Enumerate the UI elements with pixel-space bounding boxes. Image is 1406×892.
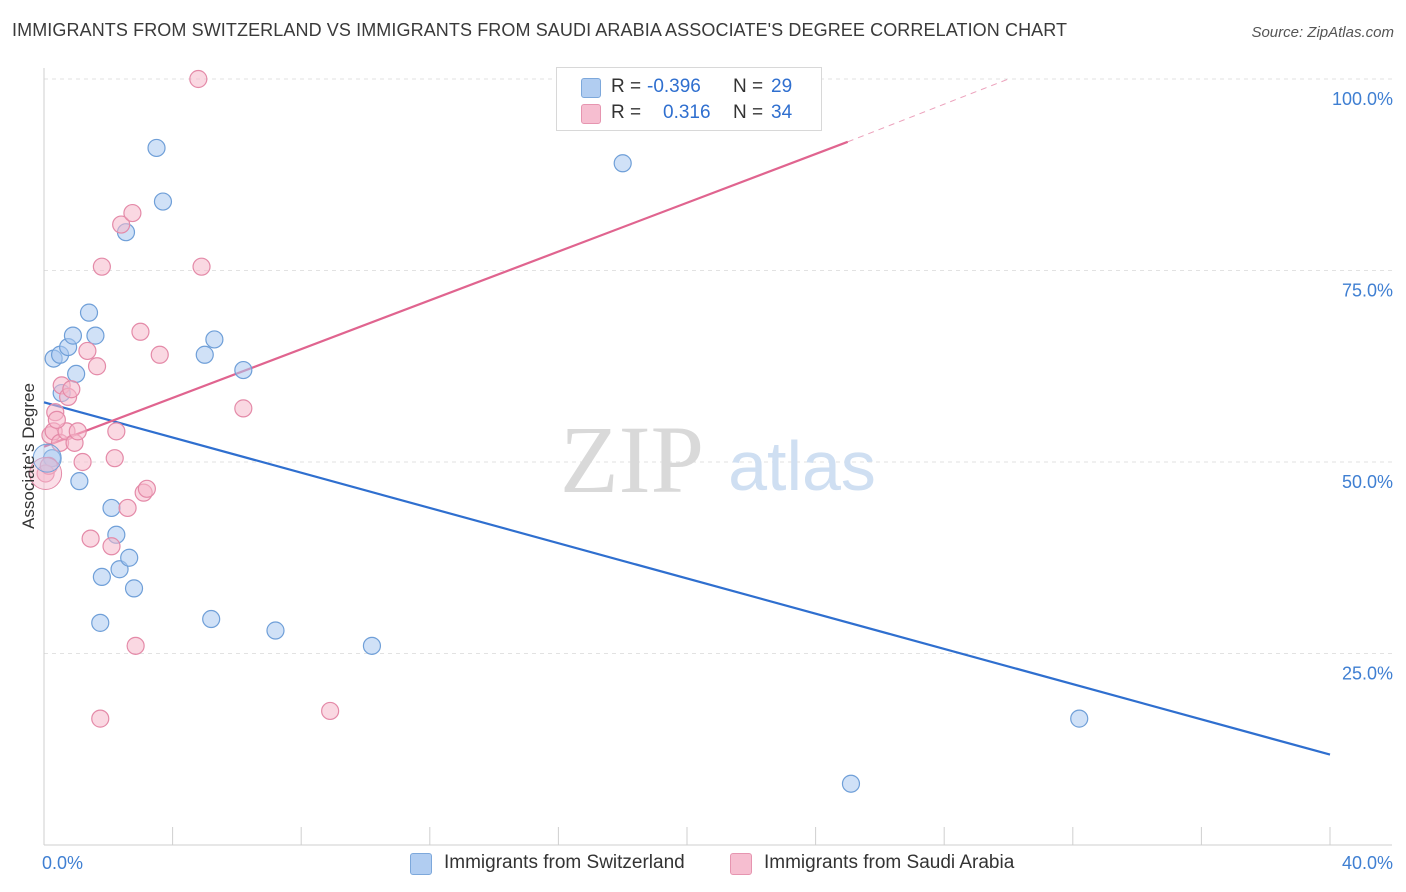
y-tick-label: 100.0%	[1332, 89, 1393, 109]
chart-title: IMMIGRANTS FROM SWITZERLAND VS IMMIGRANT…	[12, 20, 1068, 40]
trend-line-saudi-arabia-extension	[847, 78, 1009, 143]
point-switzerland	[153, 192, 173, 211]
point-saudi-arabia	[189, 69, 208, 89]
point-saudi-arabia	[81, 529, 100, 548]
legend-n-value-saudi-arabia: 34	[771, 102, 793, 123]
legend-swatch-switzerland	[581, 78, 601, 98]
point-saudi-arabia	[118, 498, 137, 518]
bottom-legend-swatch-switzerland	[410, 853, 432, 875]
point-saudi-arabia	[73, 452, 92, 472]
watermark-zip: ZIP	[560, 406, 704, 513]
point-saudi-arabia	[150, 345, 169, 364]
point-switzerland	[202, 609, 221, 629]
point-switzerland	[195, 345, 214, 364]
bottom-legend-label-switzerland: Immigrants from Switzerland	[444, 852, 685, 873]
watermark-atlas: atlas	[728, 427, 876, 505]
point-switzerland	[1070, 709, 1089, 728]
point-switzerland	[266, 621, 285, 640]
source-label: Source: ZipAtlas.com	[1251, 24, 1394, 41]
x-tick-label-max: 40.0%	[1342, 853, 1393, 873]
axes: 0.0% 40.0%	[42, 68, 1393, 873]
point-switzerland	[124, 579, 144, 598]
point-saudi-arabia	[78, 341, 97, 361]
y-axis-label: Associate's Degree	[19, 383, 38, 529]
point-switzerland	[147, 138, 166, 158]
trend-line-saudi-arabia	[43, 140, 849, 448]
point-switzerland-large	[32, 443, 62, 473]
point-saudi-arabia	[131, 322, 150, 341]
trend-lines	[43, 78, 1331, 756]
point-switzerland	[362, 636, 382, 655]
point-saudi-arabia	[234, 399, 253, 418]
point-switzerland	[63, 326, 83, 345]
gridlines: 25.0% 50.0% 75.0% 100.0%	[44, 78, 1393, 684]
point-switzerland	[120, 548, 139, 567]
legend-n-label: N =	[733, 76, 764, 97]
point-saudi-arabia	[107, 422, 126, 441]
legend-r-label: R =	[611, 102, 642, 123]
point-switzerland	[613, 154, 632, 173]
point-saudi-arabia	[126, 636, 145, 655]
point-switzerland	[86, 326, 105, 345]
point-switzerland	[91, 613, 110, 632]
point-switzerland	[102, 498, 121, 518]
point-switzerland	[841, 774, 861, 793]
legend-r-value-switzerland: -0.396	[647, 76, 701, 97]
point-saudi-arabia-large	[29, 456, 63, 490]
point-saudi-arabia	[321, 701, 340, 721]
point-saudi-arabia	[87, 357, 107, 376]
point-saudi-arabia	[47, 410, 66, 429]
trend-line-switzerland	[43, 401, 1331, 756]
point-saudi-arabia	[112, 215, 131, 234]
x-tick-label-min: 0.0%	[42, 853, 83, 873]
point-saudi-arabia	[192, 257, 211, 276]
point-switzerland	[234, 360, 253, 380]
point-saudi-arabia	[105, 449, 124, 468]
legend-n-value-switzerland: 29	[771, 76, 793, 97]
y-tick-label: 75.0%	[1342, 281, 1393, 301]
point-saudi-arabia	[123, 203, 142, 223]
legend-box: R = -0.396 N = 29 R = 0.316 N = 34	[556, 67, 822, 131]
point-switzerland	[79, 303, 99, 322]
point-saudi-arabia	[92, 257, 111, 276]
point-switzerland	[92, 567, 111, 587]
point-switzerland	[70, 472, 89, 491]
point-saudi-arabia	[68, 422, 87, 441]
legend-n-label: N =	[733, 102, 764, 123]
y-tick-label: 25.0%	[1342, 664, 1393, 684]
bottom-legend-label-saudi-arabia: Immigrants from Saudi Arabia	[764, 852, 1015, 873]
point-saudi-arabia	[91, 709, 110, 728]
data-points	[29, 69, 1089, 793]
point-switzerland	[205, 330, 224, 349]
point-saudi-arabia	[62, 380, 81, 399]
watermark: ZIP atlas	[560, 406, 876, 513]
legend-r-value-saudi-arabia: 0.316	[663, 102, 711, 123]
legend-swatch-saudi-arabia	[581, 104, 601, 124]
point-saudi-arabia	[102, 537, 121, 556]
legend-r-label: R =	[611, 76, 642, 97]
point-saudi-arabia	[137, 479, 156, 498]
point-switzerland	[67, 364, 86, 384]
bottom-legend-swatch-saudi-arabia	[730, 853, 752, 875]
y-tick-label: 50.0%	[1342, 472, 1393, 492]
